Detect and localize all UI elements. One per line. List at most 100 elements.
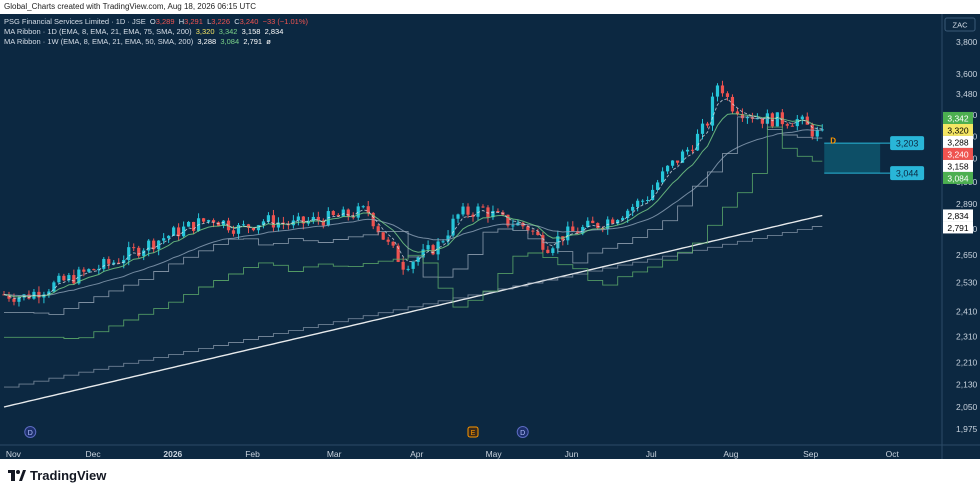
candle-body [675,160,680,163]
price-tick-label: 1,975 [956,424,978,434]
candle-body [12,298,16,302]
candle-body [531,230,535,232]
time-tick-label: Apr [410,449,423,459]
dividend-marker [24,426,37,438]
candle-body [92,269,96,271]
price-tag: 3,320 [947,125,969,135]
candle-body [296,216,300,221]
candle-body [226,220,231,231]
candle-body [266,215,271,222]
price-tag-bg [943,111,973,124]
candle-body [172,227,176,236]
candle-body [511,225,515,227]
weekly-ema-steps [4,116,823,315]
candle-body [596,223,600,228]
legend-open: 3,289 [155,17,175,26]
candle-body [641,200,645,202]
candle-body [571,226,575,232]
candle-body [466,206,470,215]
candle-body [695,133,700,151]
candle-body [566,226,570,241]
candle-body [775,112,779,127]
price-tick-label: 2,050 [956,402,978,412]
candle-body [740,114,745,119]
candle-body [107,258,111,264]
weekly-sma-steps [4,226,823,388]
dividend-marker-last: D [830,137,836,146]
candle-body [117,262,121,264]
time-tick-label: Feb [245,449,260,459]
price-tag: 3,342 [947,113,969,123]
tradingview-logo[interactable]: TradingView [8,468,106,483]
candle-body [690,149,695,151]
time-tick-label: Dec [86,449,102,459]
candle-body [436,241,440,255]
candle-body [591,220,595,224]
candle-body [381,232,385,240]
ribbon-1d-label: MA Ribbon · 1D (EMA, 8, EMA, 21, EMA, 75… [4,27,192,36]
legend-symbol: PSG Financial Services Limited · 1D · JS… [4,17,146,26]
price-chart[interactable]: 3,2033,044D3,8003,6003,4803,3603,2403,12… [0,14,980,459]
time-tick-label: Mar [327,449,342,459]
dividend-marker [516,426,529,438]
weekly-ema21-steps [4,126,823,339]
candle-body [97,268,101,271]
footer-bar: TradingView [0,459,980,490]
time-tick-label: 2026 [163,449,182,459]
candle-body [37,291,41,298]
candle-body [815,130,819,137]
candle-body [142,250,146,256]
candle-body [586,220,590,228]
ribbon-1d-v3: 3,158 [241,27,261,36]
ema-8-line [3,98,823,299]
tradingview-logo-icon [8,470,26,481]
candle-body [800,116,804,120]
legend-close: 3,240 [239,17,259,26]
candle-body [187,221,191,227]
candle-body [646,199,650,201]
candle-body [221,220,226,226]
candle-body [112,262,116,264]
candle-body [785,124,789,126]
candle-body [396,245,400,262]
candle-body [182,226,186,237]
candle-body [177,227,181,237]
candle-body [476,206,480,217]
candle-body [206,220,211,222]
candle-body [426,245,430,250]
price-tag-bg [943,159,973,172]
price-tick-label: 2,130 [956,379,978,389]
candle-body [127,247,131,261]
candle-body [386,239,390,242]
zone-bottom-label: 3,044 [896,169,919,179]
candle-body [132,247,136,249]
candle-body [611,219,615,224]
candle-body [795,119,799,127]
candle-body [316,216,320,221]
price-tag: 2,791 [947,223,969,233]
candle-body [551,248,555,253]
candle-body [191,221,196,231]
candle-body [102,258,106,269]
chart-legend: PSG Financial Services Limited · 1D · JS… [4,17,308,47]
candle-body [720,85,725,94]
candle-body [87,269,91,272]
ribbon-1w-v4: ø [266,37,271,46]
candle-body [346,209,350,217]
candle-body [461,206,465,215]
candle-body [62,275,66,281]
candle-body [496,210,500,213]
candle-body [162,238,166,241]
legend-change: −33 (−1.01%) [262,17,309,26]
candle-body [376,226,380,233]
price-tick-label: 2,310 [956,331,978,341]
price-tag: 3,288 [947,137,969,147]
legend-high: 3,291 [184,17,203,26]
candle-body [660,171,665,183]
candle-body [631,206,635,211]
time-tick-label: Jul [646,449,657,459]
chart-area[interactable]: PSG Financial Services Limited · 1D · JS… [0,14,980,459]
zone-bottom-label-bg [890,166,925,181]
event-marker-letter: E [471,430,476,437]
price-tick-label: 3,800 [956,37,978,47]
